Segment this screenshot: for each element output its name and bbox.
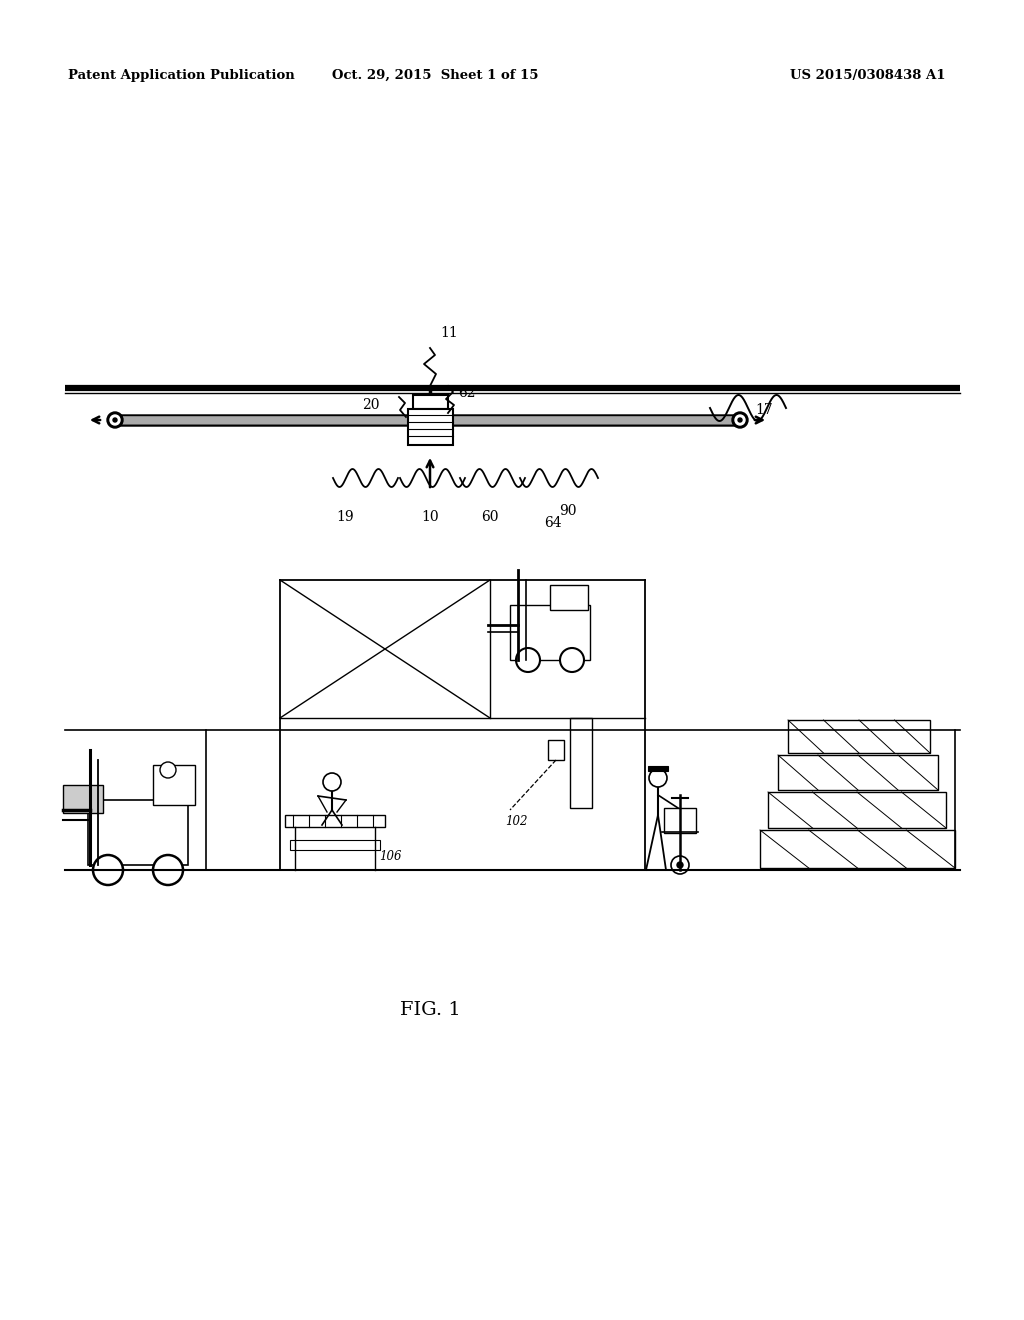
Circle shape [671, 855, 689, 874]
Text: Oct. 29, 2015  Sheet 1 of 15: Oct. 29, 2015 Sheet 1 of 15 [332, 69, 539, 82]
Bar [648, 766, 668, 771]
Circle shape [677, 862, 683, 869]
Bar [550, 585, 588, 610]
Circle shape [113, 418, 117, 422]
Bar [664, 808, 696, 833]
Circle shape [516, 648, 540, 672]
Circle shape [732, 412, 748, 428]
Bar [88, 800, 188, 865]
Bar [413, 395, 449, 409]
Circle shape [93, 855, 123, 884]
Bar [510, 605, 590, 660]
Circle shape [110, 414, 120, 425]
Circle shape [649, 770, 667, 787]
Circle shape [735, 414, 745, 425]
Circle shape [560, 648, 584, 672]
Text: Patent Application Publication: Patent Application Publication [68, 69, 295, 82]
Bar [63, 785, 103, 813]
Text: US 2015/0308438 A1: US 2015/0308438 A1 [790, 69, 945, 82]
Text: 19: 19 [336, 510, 354, 524]
Bar [548, 741, 564, 760]
Text: 102: 102 [505, 814, 527, 828]
Text: 17: 17 [755, 403, 773, 417]
Text: 10: 10 [421, 510, 439, 524]
Circle shape [106, 412, 123, 428]
Circle shape [160, 762, 176, 777]
Text: 62: 62 [458, 385, 475, 400]
Bar [408, 409, 453, 445]
Bar [760, 830, 955, 869]
Text: 60: 60 [481, 510, 499, 524]
Bar [285, 814, 385, 828]
Bar [768, 792, 946, 828]
Circle shape [738, 418, 742, 422]
Text: 64: 64 [544, 516, 562, 531]
Text: 106: 106 [379, 850, 401, 863]
Text: 11: 11 [440, 326, 458, 341]
Text: FIG. 1: FIG. 1 [399, 1001, 461, 1019]
Bar [290, 840, 380, 850]
Text: 20: 20 [362, 399, 380, 412]
Bar [570, 718, 592, 808]
Text: 90: 90 [559, 504, 577, 517]
Bar [788, 719, 930, 752]
Bar [153, 766, 195, 805]
Bar [778, 755, 938, 789]
Circle shape [153, 855, 183, 884]
Circle shape [323, 774, 341, 791]
